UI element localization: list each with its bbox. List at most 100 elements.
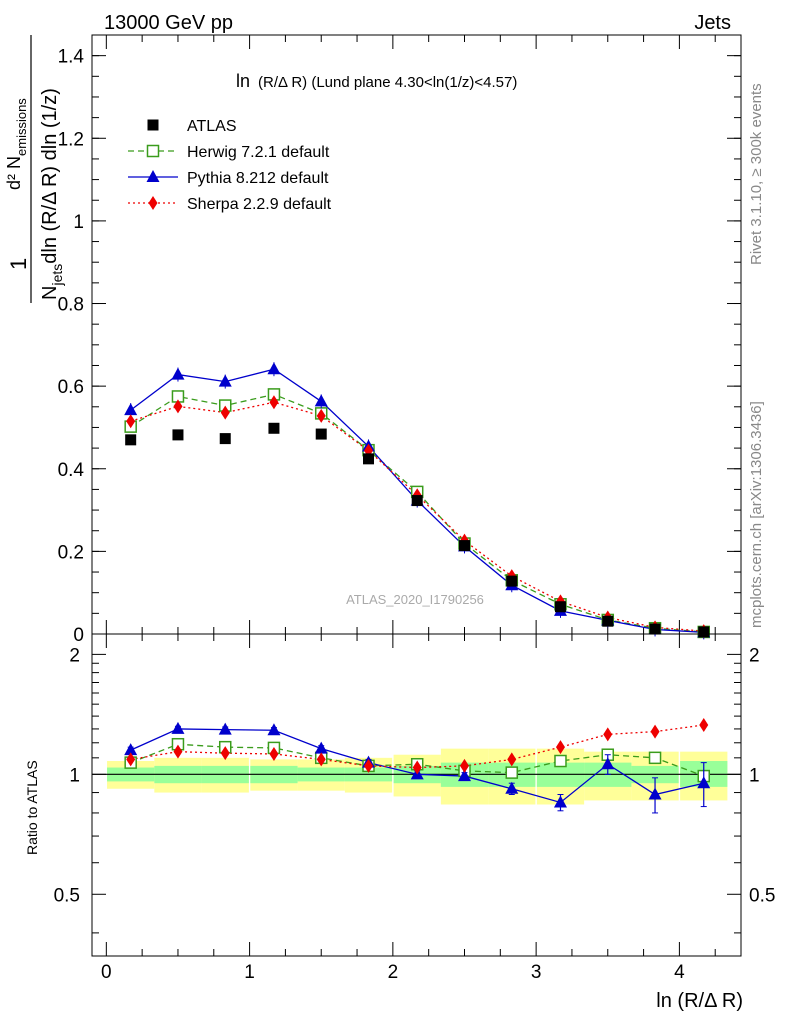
ylabel-d2: d² Nemissions (4, 98, 29, 190)
ratio-ytick-label-right: 0.5 (749, 885, 775, 906)
series-3-point (269, 395, 279, 410)
series-3-point (173, 399, 183, 414)
ratio-ytick-label: 2 (69, 645, 80, 666)
xtick-label: 1 (244, 962, 255, 983)
series-0-point (698, 626, 710, 638)
ylabel-den-rest: dln (R/Δ R) dln (1/z) (39, 88, 61, 264)
ratio-frame (91, 633, 742, 957)
ratio-series (92, 717, 741, 814)
ratio-2-point (603, 727, 613, 742)
ratio-2-point (459, 758, 469, 773)
main-ytick-label: 0.2 (58, 542, 84, 563)
ratio-1-point (124, 743, 138, 756)
xtick-label: 4 (674, 962, 685, 983)
ratio-2-point (269, 746, 279, 761)
legend: ATLAS Herwig 7.2.1 default Pythia 8.212 de… (128, 118, 332, 213)
ylabel-d2-main: d² N (4, 156, 24, 190)
ratio-2-point (364, 758, 374, 773)
xtick-label: 2 (388, 962, 399, 983)
series-0-point (458, 540, 470, 552)
ratio-2-point (220, 746, 230, 761)
legend-label: Sherpa 2.2.9 default (187, 196, 332, 213)
series-0-point (649, 623, 661, 635)
main-ytick-label: 0.8 (58, 295, 84, 316)
main-ytick-label: 1 (73, 212, 84, 233)
ratio-1-point (697, 776, 711, 789)
ratio-1-point (267, 723, 281, 736)
watermark-label: ATLAS_2020_I1790256 (346, 592, 484, 607)
legend-marker (146, 144, 160, 158)
ratio-1-point (601, 757, 615, 770)
series-2-point (171, 367, 185, 380)
series-0-point (315, 428, 327, 440)
xtick-label: 3 (531, 962, 542, 983)
source-label: mcplots.cern.ch [arXiv:1306.3436] (748, 401, 765, 628)
xlabel: ln (R/Δ R) (656, 990, 743, 1012)
series-2-point (314, 394, 328, 407)
ratio-ytick-label: 1 (69, 765, 80, 786)
series-2-point (218, 374, 232, 387)
ylabel-denominator: Njetsdln (R/Δ R) dln (1/z) (39, 88, 65, 300)
ratio-ytick-label: 0.5 (54, 885, 80, 906)
ratio-1-point (218, 722, 232, 735)
series-3-point (316, 408, 326, 423)
ratio-2-point (699, 717, 709, 732)
ratio-2-point (173, 744, 183, 759)
series-0-point (506, 575, 518, 587)
main-ytick-label: 0 (73, 625, 84, 646)
series-0-point (363, 453, 375, 465)
ratio-1-point (457, 769, 471, 782)
legend-label: Herwig 7.2.1 default (187, 144, 330, 161)
ratio-0-point (505, 766, 519, 779)
legend-label: Pythia 8.212 default (187, 170, 329, 187)
ratio-1-point (505, 781, 519, 794)
ylabel-d2-sub: emissions (14, 98, 29, 156)
main-ytick-label: 1.4 (58, 47, 85, 68)
series-0-point (172, 429, 184, 441)
main-ylabel: 1 d² Nemissions Njetsdln (R/Δ R) dln (1/… (4, 35, 65, 303)
series-0-point (125, 434, 137, 446)
series-0-point (602, 615, 614, 627)
process-label: Jets (694, 12, 731, 34)
series-3-point (220, 405, 230, 420)
ratio-ytick-label-right: 1 (749, 765, 760, 786)
series-2-point (267, 362, 281, 375)
main-ytick-label: 0.6 (58, 377, 84, 398)
ratio-1-point (553, 795, 567, 808)
main-title: (R/Δ R) (Lund plane 4.30<ln(1/z)<4.57) (258, 74, 517, 91)
ylabel-den-sub: jets (49, 264, 65, 287)
ratio-2-point (316, 752, 326, 767)
ratio-axes: 0.5 0.5 1 1 2 2 0 1 2 3 4 (54, 633, 775, 983)
rivet-label: Rivet 3.1.10, ≥ 300k events (748, 83, 765, 265)
ratio-0-point (648, 751, 662, 765)
main-series (124, 362, 711, 640)
ratio-ytick-label-right: 2 (749, 645, 760, 666)
ratio-1-point (171, 721, 185, 734)
ylabel-numerator: 1 (6, 258, 31, 270)
series-0-point (411, 495, 423, 507)
series-3-point (126, 414, 136, 429)
energy-label: 13000 GeV pp (104, 12, 233, 34)
main-panel: 0 0.2 0.4 0.6 0.8 1 1.2 1.4 ln (R/Δ R) (Lund pl… (4, 34, 742, 646)
ratio-panel: 0.5 0.5 1 1 2 2 0 1 2 3 4 Ratio to ATLAS ln (R/Δ R… (24, 633, 775, 1012)
ratio-1-point (314, 741, 328, 754)
legend-label: ATLAS (187, 118, 237, 135)
ylabel-den-pre: N (39, 286, 61, 300)
main-title-prefix: ln (236, 71, 250, 91)
main-ytick-label: 0.4 (58, 460, 85, 481)
legend-marker (147, 119, 159, 131)
xtick-label: 0 (101, 962, 112, 983)
legend-marker (146, 170, 160, 182)
ratio-2-point (412, 760, 422, 775)
ratio-2-point (126, 752, 136, 767)
ratio-ylabel: Ratio to ATLAS (24, 760, 40, 855)
series-0-point (554, 601, 566, 613)
series-2-point (124, 403, 138, 416)
legend-marker (148, 196, 158, 210)
ratio-2-point (650, 724, 660, 739)
series-0-point (219, 433, 231, 445)
ratio-2-point (507, 752, 517, 767)
main-ytick-label: 1.2 (58, 129, 84, 150)
series-0-point (268, 422, 280, 434)
